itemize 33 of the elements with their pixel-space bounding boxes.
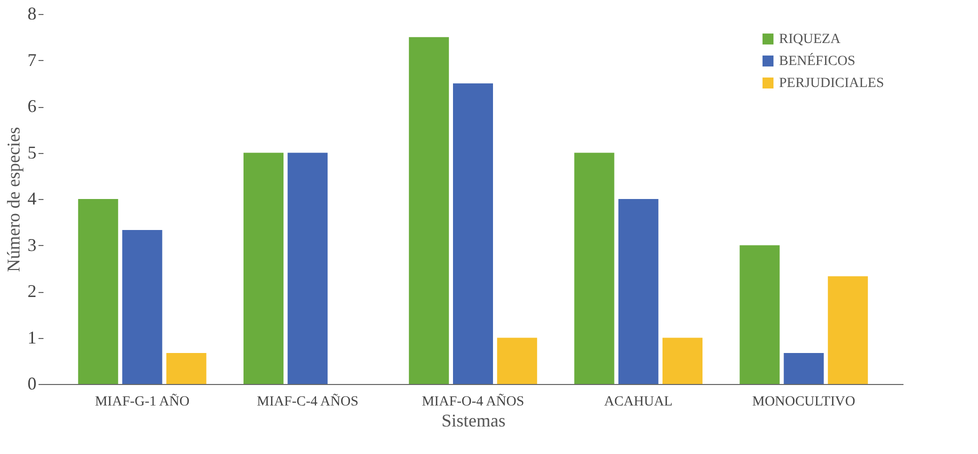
y-tick-label: 2 — [28, 281, 36, 301]
y-tick-label: 7 — [28, 50, 36, 70]
bar — [828, 276, 868, 384]
y-tick-label: 6 — [28, 96, 36, 116]
bar — [662, 338, 702, 384]
bar — [784, 353, 824, 384]
x-tick-label: MONOCULTIVO — [752, 394, 856, 410]
bar — [574, 152, 614, 384]
y-tick-label: 5 — [28, 142, 36, 162]
bar — [740, 245, 780, 384]
y-tick-label: 1 — [28, 327, 36, 348]
bar — [244, 152, 284, 384]
y-tick-label: 0 — [28, 374, 36, 394]
x-tick-label: MIAF-C-4 AÑOS — [256, 394, 358, 410]
bar — [453, 83, 493, 384]
legend-label: BENÉFICOS — [779, 52, 856, 69]
bar — [618, 199, 658, 384]
bar — [78, 199, 118, 384]
bar — [122, 230, 162, 384]
bar — [288, 152, 328, 384]
legend-label: PERJUDICIALES — [779, 76, 884, 91]
x-tick-label: MIAF-G-1 AÑO — [94, 394, 190, 410]
bar — [408, 37, 449, 384]
y-tick-label: 8 — [28, 4, 36, 24]
x-tick-label: ACAHUAL — [604, 394, 673, 410]
bar — [497, 338, 538, 384]
legend-label: RIQUEZA — [779, 32, 842, 47]
y-axis-title: Número de especies — [4, 127, 24, 272]
bar — [166, 353, 206, 384]
x-tick-label: MIAF-O-4 AÑOS — [422, 394, 524, 410]
x-axis-title: Sistemas — [441, 410, 506, 430]
y-tick-label: 3 — [28, 234, 36, 255]
y-tick-label: 4 — [28, 188, 36, 208]
